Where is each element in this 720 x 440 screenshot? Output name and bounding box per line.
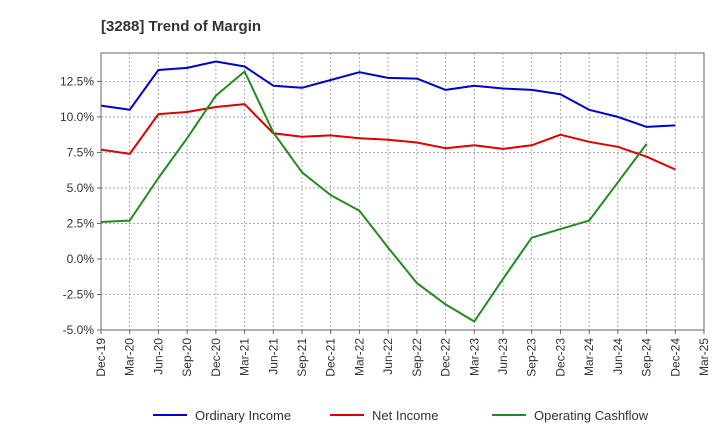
series-lines — [100, 60, 676, 323]
x-tick-label: Dec-20 — [209, 338, 223, 377]
y-tick-label: 0.0% — [67, 252, 95, 266]
x-tick-label: Dec-19 — [94, 338, 108, 377]
x-tick-label: Dec-22 — [439, 338, 453, 377]
y-tick-label: -2.5% — [63, 287, 95, 301]
x-tick-label: Sep-24 — [640, 338, 654, 377]
grid-lines — [101, 53, 704, 331]
series-line-operating-cashflow — [100, 70, 648, 323]
series-line-net-income — [100, 103, 676, 171]
y-tick-label: 12.5% — [60, 74, 94, 88]
legend-label: Operating Cashflow — [534, 408, 649, 423]
x-tick-label: Sep-22 — [410, 338, 424, 377]
x-tick-label: Dec-24 — [668, 338, 682, 377]
x-tick-label: Jun-22 — [381, 338, 395, 375]
x-tick-label: Mar-20 — [123, 338, 137, 376]
legend-label: Ordinary Income — [195, 408, 291, 423]
y-tick-label: 7.5% — [67, 145, 95, 159]
x-tick-label: Mar-25 — [697, 338, 711, 376]
legend: Ordinary Income Net Income Operating Cashf… — [153, 408, 649, 423]
x-tick-label: Sep-20 — [180, 338, 194, 377]
x-tick-label: Mar-23 — [467, 338, 481, 376]
x-tick-label: Jun-20 — [151, 338, 165, 375]
y-tick-label: 5.0% — [67, 181, 95, 195]
plot-frame — [100, 52, 705, 331]
chart-title: [3288] Trend of Margin — [101, 18, 261, 35]
x-axis-ticks: Dec-19 Mar-20 Jun-20 Sep-20 Dec-20 Mar-21 Jun-… — [94, 330, 711, 377]
x-tick-label: Mar-21 — [238, 338, 252, 376]
legend-label: Net Income — [372, 408, 438, 423]
x-tick-label: Dec-21 — [324, 338, 338, 377]
y-tick-label: 2.5% — [67, 216, 95, 230]
x-tick-label: Sep-21 — [295, 338, 309, 377]
y-axis-ticks: -5.0% -2.5% 0.0% 2.5% 5.0% 7.5% 10.0% 12.5% — [60, 74, 101, 337]
x-tick-label: Mar-24 — [582, 338, 596, 376]
y-tick-label: -5.0% — [63, 323, 95, 337]
y-tick-label: 10.0% — [60, 110, 94, 124]
series-line-ordinary-income — [100, 60, 676, 128]
x-tick-label: Sep-23 — [525, 338, 539, 377]
x-tick-label: Jun-23 — [496, 338, 510, 375]
x-tick-label: Jun-24 — [611, 338, 625, 375]
x-tick-label: Dec-23 — [553, 338, 567, 377]
x-tick-label: Mar-22 — [352, 338, 366, 376]
x-tick-label: Jun-21 — [266, 338, 280, 375]
